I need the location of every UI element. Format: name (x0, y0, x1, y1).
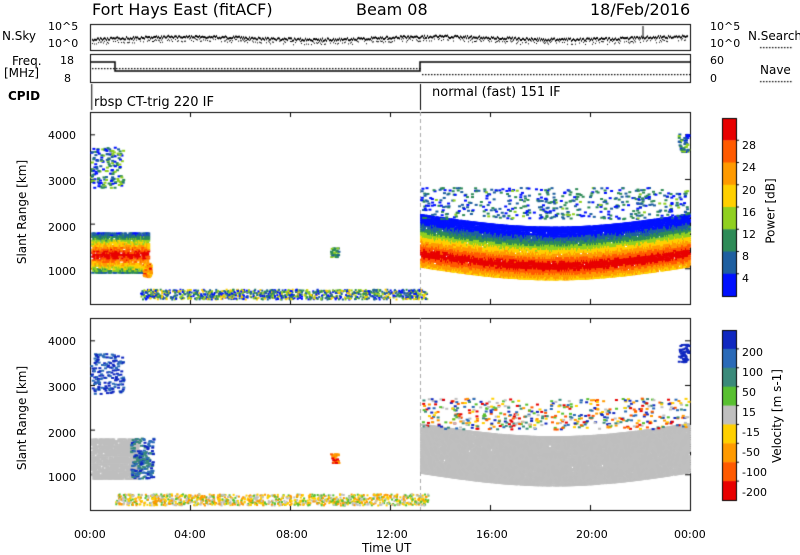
noise-right-tick-low: 10^0 (710, 37, 741, 50)
beam-title: Beam 08 (356, 0, 428, 19)
power-cb-tick-20: 20 (742, 184, 756, 197)
freq-unit-label: [MHz] (4, 66, 40, 80)
power-ylabel: Slant Range [km] (15, 159, 30, 265)
power-cb-tick-8: 8 (742, 250, 749, 263)
vel-cb-tick-100: 100 (742, 366, 763, 379)
power-cb-tick-24: 24 (742, 161, 756, 174)
xtick-1600: 16:00 (476, 528, 508, 541)
cpid-mode-a: rbsp CT-trig 220 IF (94, 95, 214, 110)
xtick-0000: 00:00 (74, 528, 106, 541)
xtick-0800: 08:00 (276, 528, 308, 541)
velocity-ytick-3000: 3000 (48, 381, 76, 394)
power-cb-tick-16: 16 (742, 206, 756, 219)
vel-cb-tick-m50: -50 (742, 446, 760, 459)
nsearch-label: N.Search (748, 29, 800, 43)
vel-cb-tick-m200: -200 (742, 486, 767, 499)
xtick-0000-end: 00:00 (674, 528, 706, 541)
freq-label: Freq. (12, 54, 42, 68)
vel-cb-tick-m15: -15 (742, 426, 760, 439)
power-colorbar-label: Power [dB] (763, 178, 778, 244)
cpid-mode-b: normal (fast) 151 IF (432, 85, 561, 100)
power-cb-tick-28: 28 (742, 139, 756, 152)
date-title: 18/Feb/2016 (590, 0, 691, 19)
xtick-0400: 04:00 (174, 528, 206, 541)
velocity-ytick-2000: 2000 (48, 427, 76, 440)
noise-left-tick-high: 10^5 (48, 20, 79, 33)
freq-left-tick-high: 18 (60, 54, 74, 67)
freq-right-tick-high: 60 (710, 54, 724, 67)
cpid-label: CPID (8, 89, 41, 103)
nsky-label: N.Sky (2, 29, 37, 43)
velocity-ytick-1000: 1000 (48, 471, 76, 484)
freq-left-tick-low: 8 (64, 72, 71, 85)
station-title: Fort Hays East (fitACF) (92, 0, 273, 19)
vel-cb-tick-200: 200 (742, 346, 763, 359)
xtick-1200: 12:00 (376, 528, 408, 541)
nave-label: Nave (760, 63, 791, 77)
power-ytick-3000: 3000 (48, 175, 76, 188)
xlabel: Time UT (362, 541, 412, 555)
noise-right-tick-high: 10^5 (710, 20, 741, 33)
velocity-ytick-4000: 4000 (48, 335, 76, 348)
vel-cb-tick-50: 50 (742, 386, 756, 399)
vel-cb-tick-m100: -100 (742, 466, 767, 479)
power-cb-tick-4: 4 (742, 272, 749, 285)
noise-left-tick-low: 10^0 (48, 37, 79, 50)
vel-cb-tick-15: 15 (742, 406, 756, 419)
velocity-colorbar-label: Velocity [m s-1] (769, 369, 784, 463)
power-ytick-4000: 4000 (48, 129, 76, 142)
power-cb-tick-12: 12 (742, 228, 756, 241)
velocity-ylabel: Slant Range [km] (15, 365, 30, 471)
xtick-2000: 20:00 (576, 528, 608, 541)
power-ytick-2000: 2000 (48, 221, 76, 234)
freq-right-tick-low: 0 (710, 72, 717, 85)
power-ytick-1000: 1000 (48, 265, 76, 278)
